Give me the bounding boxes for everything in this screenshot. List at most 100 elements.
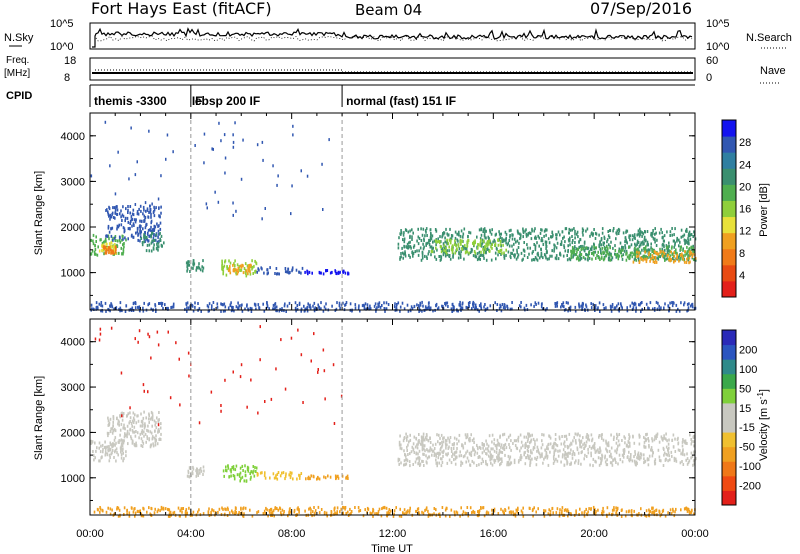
- noise-cell: [259, 325, 261, 329]
- data-cell: [687, 255, 689, 259]
- data-cell: [675, 459, 678, 463]
- data-cell: [416, 507, 419, 511]
- data-cell: [463, 227, 466, 231]
- data-cell: [125, 454, 127, 458]
- data-cell: [595, 256, 597, 260]
- data-cell: [616, 448, 618, 452]
- data-cell: [172, 511, 174, 515]
- data-cell: [585, 253, 588, 257]
- data-cell: [517, 439, 520, 443]
- data-cell: [511, 252, 513, 256]
- data-cell: [686, 257, 688, 261]
- data-cell: [592, 233, 594, 237]
- data-cell: [418, 449, 421, 453]
- data-cell: [538, 256, 541, 260]
- data-cell: [563, 244, 565, 248]
- data-cell: [115, 245, 117, 249]
- data-cell: [305, 307, 308, 311]
- data-cell: [500, 507, 502, 511]
- data-cell: [509, 234, 511, 237]
- data-cell: [614, 249, 617, 252]
- data-cell: [581, 230, 584, 234]
- data-cell: [310, 508, 312, 512]
- data-cell: [615, 255, 618, 259]
- data-cell: [666, 230, 668, 234]
- noise-cell: [246, 405, 248, 409]
- data-cell: [399, 309, 401, 313]
- data-cell: [590, 454, 592, 458]
- data-cell: [631, 255, 634, 259]
- data-cell: [430, 448, 433, 452]
- data-cell: [221, 259, 223, 263]
- data-cell: [104, 237, 107, 241]
- data-cell: [153, 214, 156, 218]
- data-cell: [572, 239, 574, 242]
- data-cell: [154, 440, 157, 444]
- data-cell: [483, 227, 486, 231]
- data-cell: [647, 256, 649, 260]
- data-cell: [489, 458, 491, 462]
- data-cell: [122, 205, 124, 209]
- data-cell: [631, 251, 633, 255]
- data-cell: [212, 509, 215, 513]
- data-cell: [483, 250, 485, 254]
- data-cell: [442, 440, 445, 444]
- data-cell: [442, 232, 444, 236]
- data-cell: [674, 241, 676, 245]
- data-cell: [690, 304, 692, 308]
- data-cell: [608, 512, 611, 516]
- data-cell: [368, 307, 370, 311]
- data-cell: [113, 216, 115, 219]
- data-cell: [117, 453, 119, 457]
- data-cell: [473, 453, 476, 457]
- data-cell: [385, 307, 387, 311]
- data-cell: [122, 226, 125, 230]
- data-cell: [606, 238, 609, 242]
- data-cell: [593, 447, 596, 451]
- data-cell: [440, 245, 442, 249]
- data-cell: [418, 307, 421, 311]
- data-cell: [184, 509, 187, 513]
- data-cell: [305, 477, 307, 481]
- data-cell: [289, 471, 292, 475]
- data-cell: [118, 508, 121, 512]
- data-cell: [535, 463, 538, 467]
- data-cell: [451, 234, 454, 238]
- data-cell: [644, 248, 647, 252]
- data-cell: [143, 233, 145, 237]
- data-cell: [139, 424, 142, 428]
- data-cell: [606, 449, 608, 453]
- data-cell: [440, 457, 442, 461]
- data-cell: [122, 214, 125, 218]
- data-cell: [399, 257, 401, 261]
- data-cell: [622, 231, 625, 235]
- data-cell: [254, 270, 256, 274]
- noise-cell: [240, 363, 243, 367]
- data-cell: [400, 252, 402, 255]
- data-cell: [406, 445, 408, 449]
- data-cell: [462, 446, 465, 450]
- data-cell: [251, 307, 253, 311]
- data-cell: [250, 470, 252, 474]
- data-cell: [441, 457, 443, 461]
- data-cell: [453, 306, 455, 309]
- colorbar-frame: [721, 329, 737, 506]
- data-cell: [99, 459, 101, 463]
- data-cell: [567, 301, 569, 305]
- data-cell: [628, 435, 631, 439]
- data-cell: [534, 301, 537, 305]
- data-cell: [489, 304, 492, 308]
- data-cell: [529, 463, 531, 467]
- data-cell: [145, 416, 147, 420]
- data-cell: [140, 237, 143, 240]
- data-cell: [369, 511, 372, 515]
- data-cell: [603, 306, 605, 310]
- data-cell: [108, 207, 111, 211]
- data-cell: [240, 265, 243, 269]
- data-cell: [103, 252, 105, 256]
- data-cell: [119, 212, 121, 216]
- data-cell: [543, 229, 546, 233]
- data-cell: [509, 307, 512, 311]
- data-cell: [146, 435, 148, 439]
